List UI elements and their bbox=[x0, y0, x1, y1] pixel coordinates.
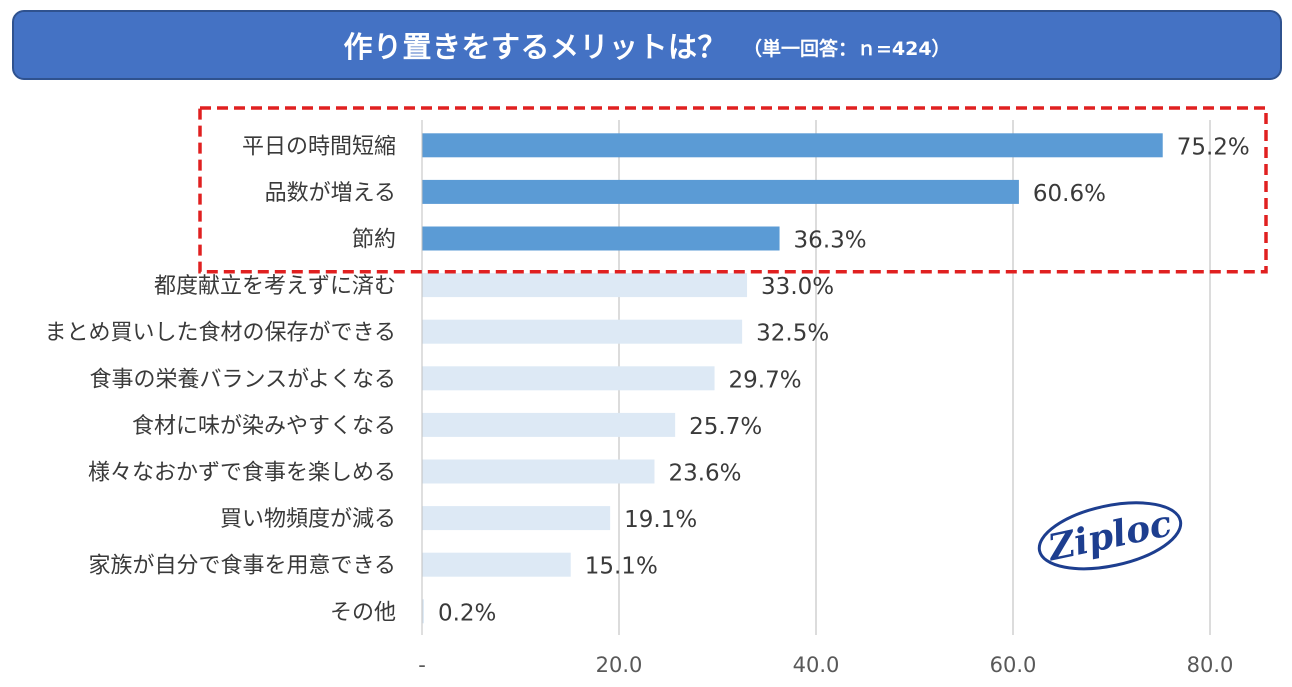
bar bbox=[422, 366, 715, 391]
x-tick-label: - bbox=[418, 653, 426, 677]
bar bbox=[422, 319, 743, 344]
data-label: 32.5% bbox=[756, 321, 829, 347]
category-label: 食材に味が染みやすくなる bbox=[132, 414, 396, 439]
x-tick-label: 20.0 bbox=[596, 653, 643, 677]
category-label: 家族が自分で食事を用意できる bbox=[88, 554, 396, 579]
bar bbox=[422, 412, 676, 437]
data-label: 75.2% bbox=[1177, 134, 1250, 160]
data-label: 23.6% bbox=[668, 461, 741, 487]
category-label: その他 bbox=[330, 600, 396, 625]
bar bbox=[422, 133, 1163, 158]
data-label: 33.0% bbox=[761, 274, 834, 300]
category-label: 品数が増える bbox=[265, 181, 396, 206]
category-label: 様々なおかずで食事を楽しめる bbox=[88, 461, 396, 486]
bar bbox=[422, 506, 611, 531]
category-label: 平日の時間短縮 bbox=[242, 134, 396, 159]
data-label: 25.7% bbox=[689, 414, 762, 440]
data-label: 29.7% bbox=[729, 367, 802, 393]
category-label: 都度献立を考えずに済む bbox=[154, 274, 396, 299]
category-label: 節約 bbox=[352, 228, 396, 253]
chart-subtitle: （単一回答：ｎ=424） bbox=[742, 37, 951, 60]
title-banner: 作り置きをするメリットは？ （単一回答：ｎ=424） bbox=[12, 10, 1282, 80]
bar bbox=[422, 552, 571, 577]
bar bbox=[422, 599, 424, 624]
data-label: 19.1% bbox=[624, 507, 697, 533]
category-label: 食事の栄養バランスがよくなる bbox=[90, 367, 396, 392]
ziploc-logo: Ziploc bbox=[1037, 501, 1183, 571]
data-label: 60.6% bbox=[1033, 181, 1106, 207]
data-label: 15.1% bbox=[585, 554, 658, 580]
bar bbox=[422, 273, 748, 298]
x-tick-label: 80.0 bbox=[1187, 653, 1234, 677]
bar bbox=[422, 226, 780, 251]
data-label: 36.3% bbox=[794, 228, 867, 254]
x-tick-label: 60.0 bbox=[990, 653, 1037, 677]
bar bbox=[422, 179, 1019, 204]
x-tick-label: 40.0 bbox=[793, 653, 840, 677]
category-label: 買い物頻度が減る bbox=[220, 507, 396, 532]
data-label: 0.2% bbox=[438, 600, 496, 626]
chart-title: 作り置きをするメリットは？ bbox=[343, 30, 727, 64]
category-label: まとめ買いした食材の保存ができる bbox=[44, 321, 396, 346]
bar bbox=[422, 459, 655, 484]
highlight-box bbox=[198, 106, 1268, 274]
